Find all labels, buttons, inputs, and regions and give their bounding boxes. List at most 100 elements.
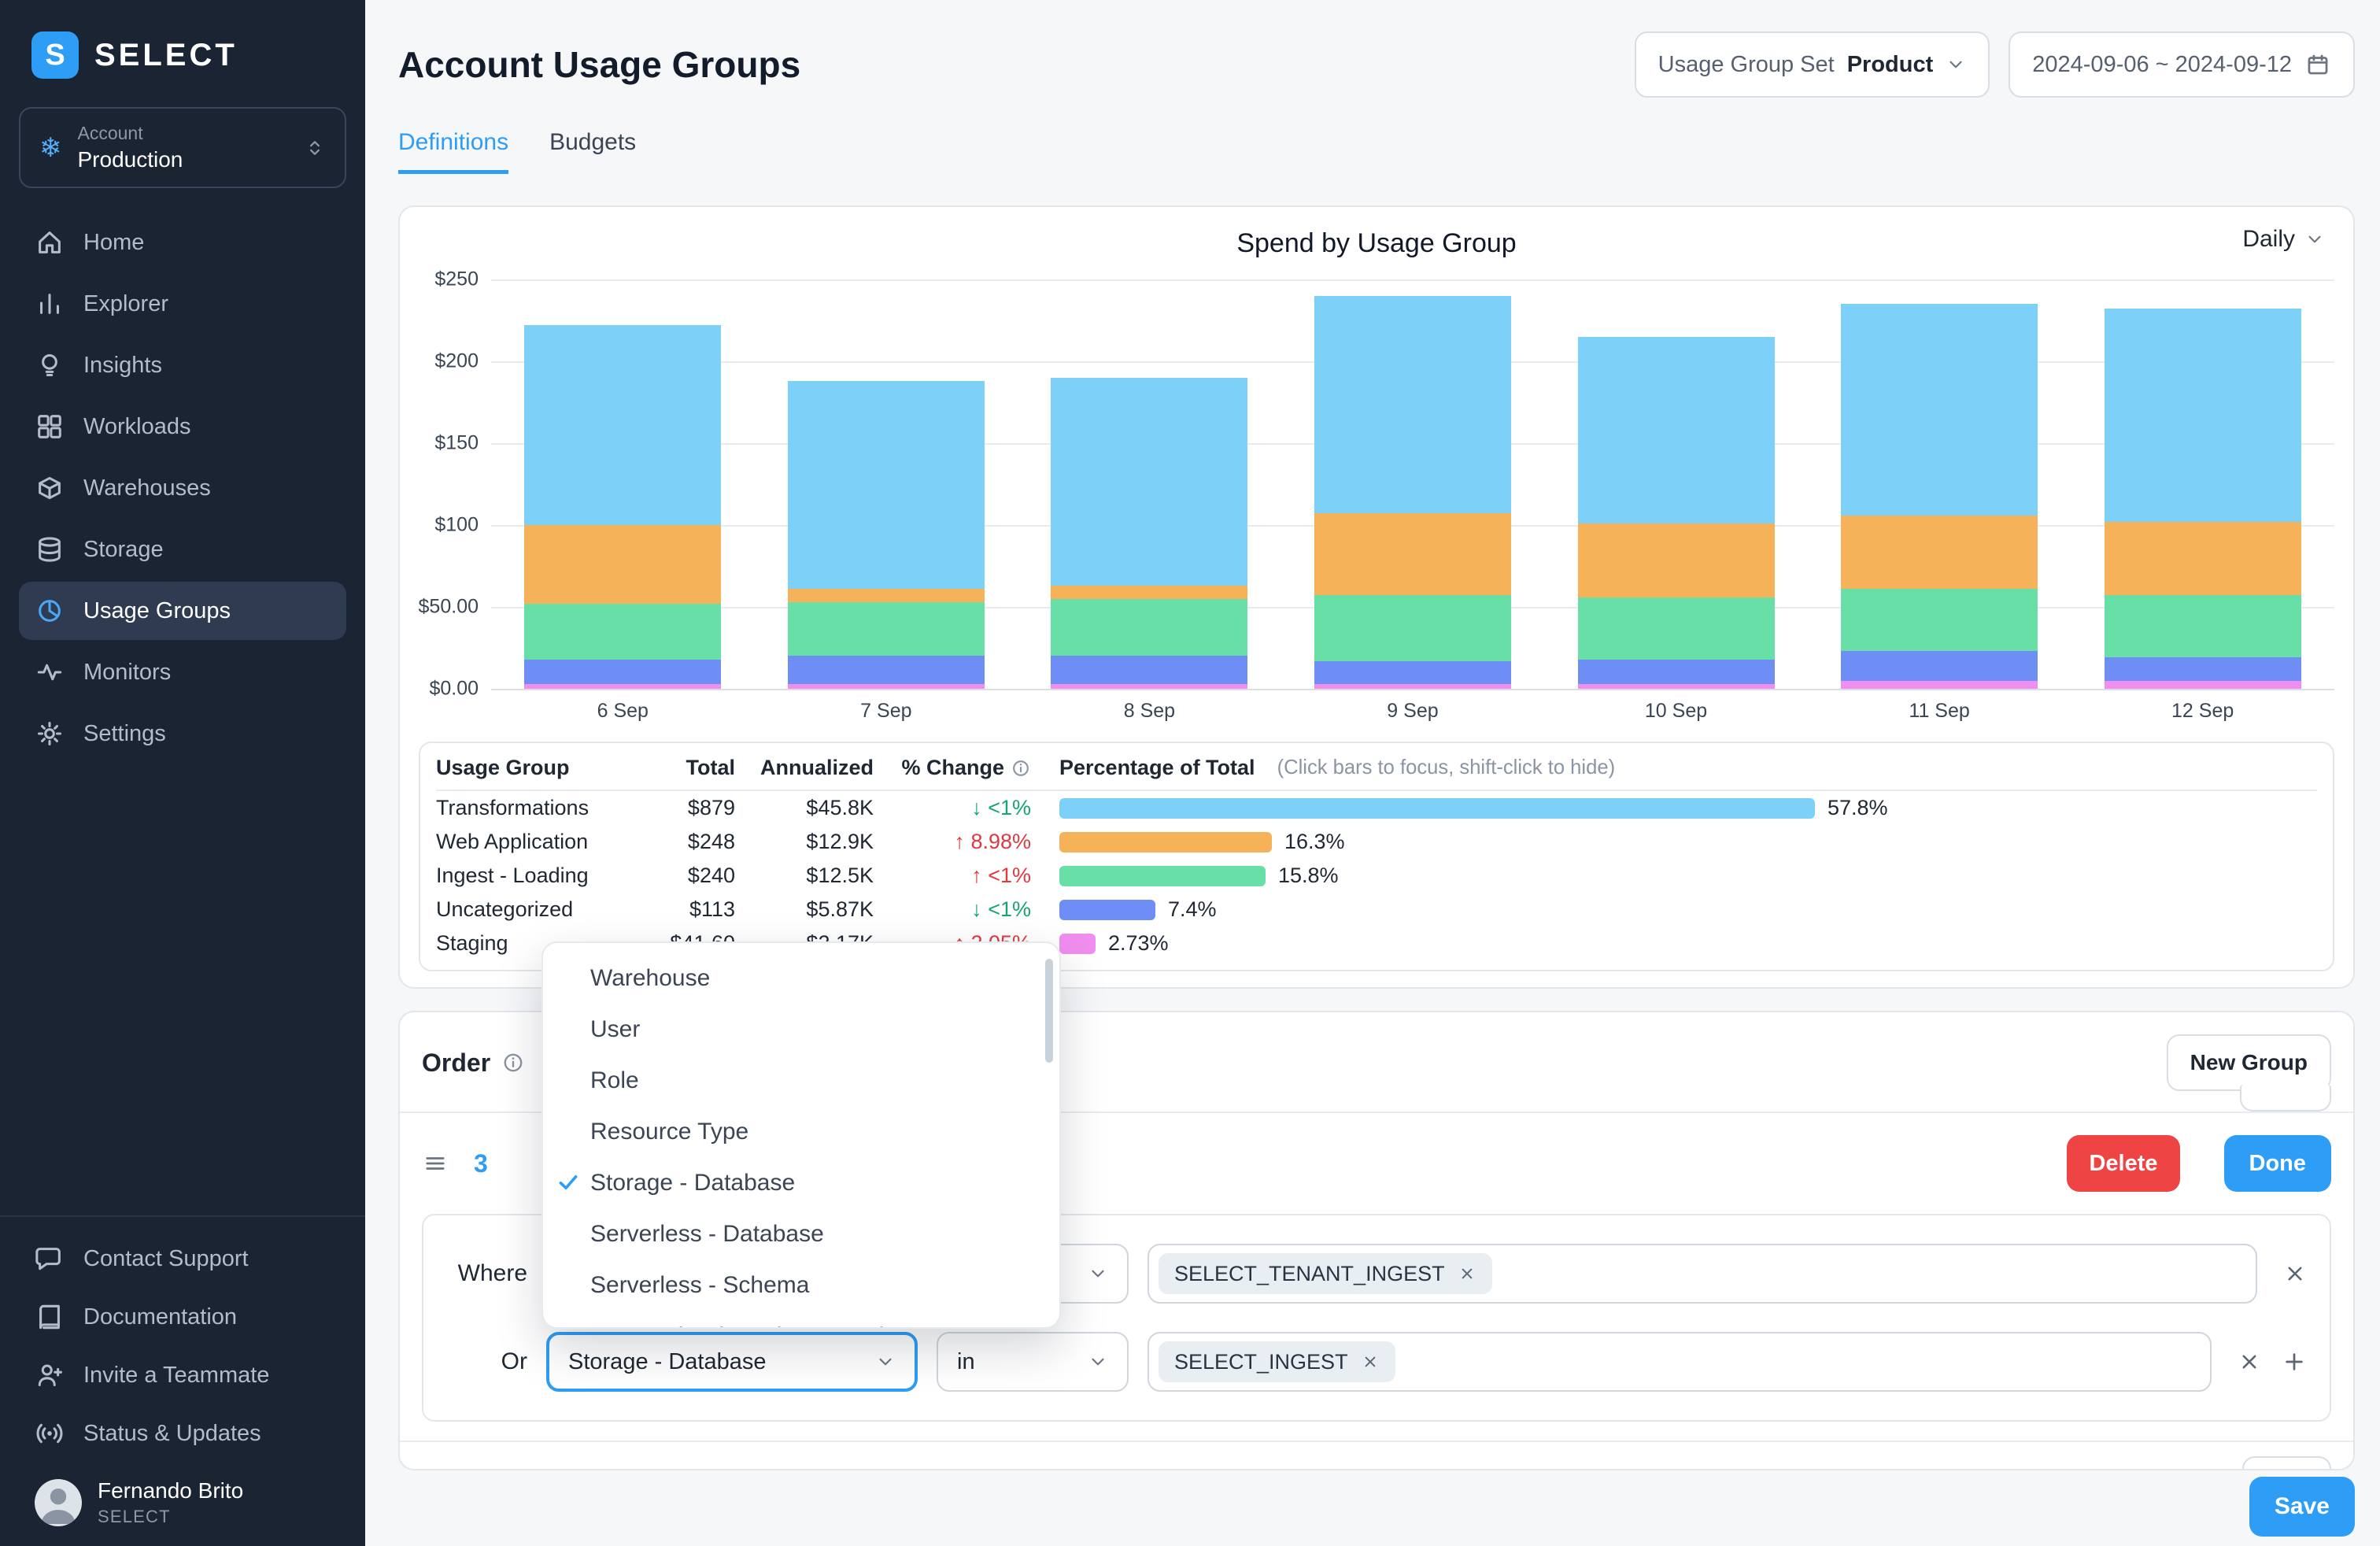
field-select-focused[interactable]: Storage - Database [546, 1332, 918, 1392]
bar-7-sep[interactable] [787, 381, 985, 689]
bar-segment-staging[interactable] [2104, 680, 2301, 689]
sidebar-item-status-updates[interactable]: Status & Updates [19, 1404, 346, 1463]
menu-item-resource-type[interactable]: Resource Type [590, 1118, 749, 1145]
values-input[interactable]: SELECT_TENANT_INGEST [1148, 1244, 2257, 1304]
sidebar-item-contact-support[interactable]: Contact Support [19, 1230, 346, 1288]
sidebar-item-warehouses[interactable]: Warehouses [19, 459, 346, 517]
bar-segment-web-application[interactable] [787, 589, 985, 602]
operator-select[interactable]: in [937, 1332, 1129, 1392]
sidebar-item-settings[interactable]: Settings [19, 705, 346, 763]
user-menu[interactable]: Fernando Brito SELECT [19, 1463, 346, 1546]
menu-item-serverless-database[interactable]: Serverless - Database [590, 1220, 824, 1247]
bar-segment-ingest-loading[interactable] [787, 601, 985, 656]
values-input[interactable]: SELECT_INGEST [1148, 1332, 2212, 1392]
bar-segment-uncategorized[interactable] [1577, 659, 1775, 684]
bar-segment-web-application[interactable] [1577, 523, 1775, 597]
bar-segment-web-application[interactable] [1051, 586, 1248, 599]
bar-12-sep[interactable] [2104, 309, 2301, 689]
tab-definitions[interactable]: Definitions [398, 129, 509, 174]
chip-remove-icon[interactable] [1361, 1352, 1380, 1371]
bar-9-sep[interactable] [1314, 295, 1511, 689]
sidebar-item-workloads[interactable]: Workloads [19, 398, 346, 456]
bar-segment-staging[interactable] [1314, 683, 1511, 689]
done-button[interactable]: Done [2223, 1135, 2331, 1192]
bar-segment-uncategorized[interactable] [2104, 657, 2301, 681]
person-plus-icon [38, 1364, 62, 1387]
sidebar-item-storage[interactable]: Storage [19, 520, 346, 579]
info-icon[interactable] [1011, 758, 1031, 779]
sidebar-item-insights[interactable]: Insights [19, 336, 346, 394]
bar-segment-staging[interactable] [524, 683, 722, 689]
bar-segment-transformations[interactable] [1841, 304, 2038, 516]
bar-10-sep[interactable] [1577, 336, 1775, 689]
bar-segment-staging[interactable] [1051, 683, 1248, 689]
chip-remove-icon[interactable] [1458, 1264, 1476, 1283]
bar-segment-transformations[interactable] [2104, 309, 2301, 522]
pct-bar[interactable] [1059, 899, 1155, 920]
account-switcher[interactable]: ❄ Account Production [19, 107, 346, 188]
menu-item-automatic-clustering-database[interactable]: Automatic Clustering - Database [543, 1311, 1059, 1328]
bar-segment-uncategorized[interactable] [524, 659, 722, 684]
bar-segment-transformations[interactable] [1314, 295, 1511, 514]
drag-handle-icon[interactable] [422, 1150, 449, 1177]
bar-segment-ingest-loading[interactable] [524, 603, 722, 660]
pct-bar[interactable] [1059, 865, 1266, 886]
info-icon[interactable] [501, 1051, 525, 1074]
sidebar-item-invite-teammate[interactable]: Invite a Teammate [19, 1346, 346, 1404]
save-button[interactable]: Save [2249, 1477, 2355, 1537]
add-condition-icon[interactable] [2281, 1348, 2308, 1375]
menu-item-storage-database[interactable]: Storage - Database [543, 1157, 1059, 1208]
bar-segment-uncategorized[interactable] [1841, 651, 2038, 681]
granularity-select[interactable]: Daily [2242, 226, 2325, 253]
sidebar-item-monitors[interactable]: Monitors [19, 643, 346, 701]
menu-item-user[interactable]: User [590, 1015, 641, 1042]
menu-item-serverless-schema[interactable]: Serverless - Schema [590, 1271, 810, 1298]
bar-segment-ingest-loading[interactable] [2104, 595, 2301, 658]
menu-item-role[interactable]: Role [590, 1067, 639, 1093]
remove-condition-icon[interactable] [2282, 1261, 2308, 1286]
bar-segment-ingest-loading[interactable] [1577, 597, 1775, 660]
bar-segment-uncategorized[interactable] [1314, 660, 1511, 684]
new-group-button[interactable]: New Group [2166, 1034, 2331, 1091]
bar-segment-web-application[interactable] [1841, 515, 2038, 590]
table-row-transformations[interactable]: Transformations $879 $45.8K ↓ <1% 57.8% [436, 796, 1888, 819]
pct-bar[interactable] [1059, 797, 1815, 819]
sidebar-item-documentation[interactable]: Documentation [19, 1288, 346, 1346]
bar-6-sep[interactable] [524, 325, 722, 689]
bar-segment-staging[interactable] [787, 683, 985, 689]
menu-item-warehouse[interactable]: Warehouse [590, 964, 711, 991]
table-row-ingest-loading[interactable]: Ingest - Loading $240 $12.5K ↑ <1% 15.8% [436, 864, 1339, 887]
bar-segment-uncategorized[interactable] [787, 656, 985, 684]
bar-segment-transformations[interactable] [1577, 336, 1775, 524]
bar-segment-ingest-loading[interactable] [1051, 598, 1248, 656]
bar-segment-transformations[interactable] [524, 325, 722, 526]
bar-segment-web-application[interactable] [2104, 521, 2301, 596]
pct-bar[interactable] [1059, 933, 1096, 954]
bar-segment-staging[interactable] [1577, 683, 1775, 689]
menu-scrollbar[interactable] [1045, 959, 1053, 1063]
bar-segment-staging[interactable] [1841, 680, 2038, 689]
table-row-uncategorized[interactable]: Uncategorized $113 $5.87K ↓ <1% 7.4% [436, 897, 1217, 921]
bar-segment-web-application[interactable] [524, 525, 722, 604]
tab-budgets[interactable]: Budgets [549, 129, 637, 155]
bar-segment-transformations[interactable] [1051, 377, 1248, 586]
sidebar-item-home[interactable]: Home [19, 213, 346, 272]
bar-8-sep[interactable] [1051, 377, 1248, 689]
edit-button-partial[interactable] [2240, 1085, 2331, 1111]
bar-segment-uncategorized[interactable] [1051, 656, 1248, 684]
table-row-web-application[interactable]: Web Application $248 $12.9K ↑ 8.98% 16.3… [436, 830, 1345, 853]
pct-bar[interactable] [1059, 831, 1272, 853]
delete-button[interactable]: Delete [2067, 1135, 2180, 1192]
sidebar-item-explorer[interactable]: Explorer [19, 275, 346, 333]
bar-segment-transformations[interactable] [787, 381, 985, 590]
bar-segment-web-application[interactable] [1314, 513, 1511, 596]
sidebar-item-usage-groups[interactable]: Usage Groups [19, 582, 346, 640]
bar-segment-ingest-loading[interactable] [1841, 589, 2038, 652]
bar-11-sep[interactable] [1841, 304, 2038, 689]
bar-segment-ingest-loading[interactable] [1314, 595, 1511, 661]
usage-group-set-select[interactable]: Usage Group Set Product [1634, 31, 1990, 98]
remove-condition-icon[interactable] [2237, 1349, 2262, 1374]
sidebar-item-label: Workloads [83, 413, 191, 439]
edit-button[interactable]: Edit [2242, 1456, 2331, 1469]
date-range-picker[interactable]: 2024-09-06 ~ 2024-09-12 [2009, 31, 2355, 98]
